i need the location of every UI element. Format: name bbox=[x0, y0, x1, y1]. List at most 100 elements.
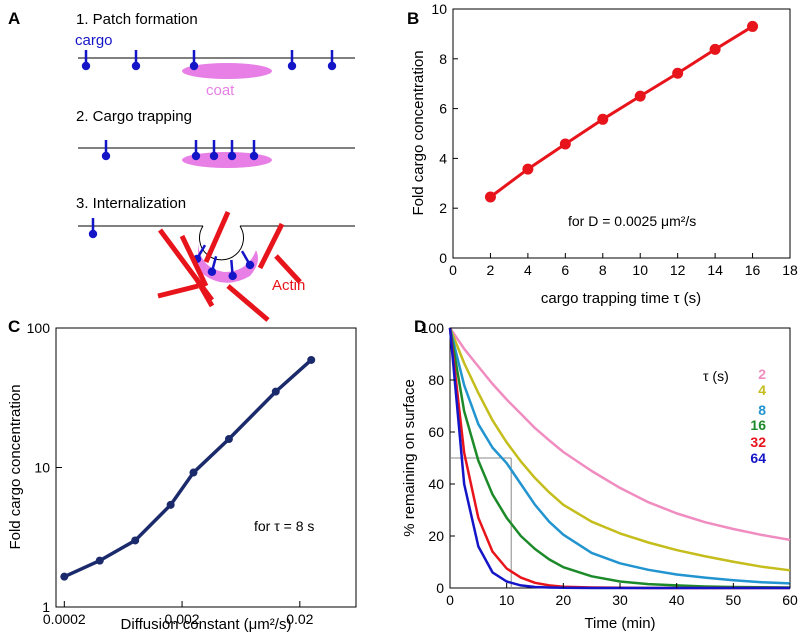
panel-c-frame bbox=[55, 327, 357, 608]
y-tick-label: 20 bbox=[428, 528, 444, 544]
cargo-molecule bbox=[287, 50, 297, 71]
cargo-head bbox=[249, 151, 259, 161]
x-tick-label: 60 bbox=[782, 592, 798, 608]
y-tick-label: 100 bbox=[27, 320, 51, 336]
data-point bbox=[166, 500, 175, 509]
data-point bbox=[522, 163, 534, 175]
cargo-molecule bbox=[327, 50, 337, 71]
x-tick-label: 12 bbox=[670, 262, 686, 278]
actin-filament bbox=[179, 234, 209, 288]
cargo-label: cargo bbox=[75, 32, 113, 49]
legend-entry: 16 bbox=[750, 417, 766, 433]
cargo-molecule bbox=[88, 218, 98, 239]
cargo-molecules bbox=[81, 50, 337, 281]
y-tick-label: 4 bbox=[439, 150, 447, 166]
panel-b-frame bbox=[452, 8, 791, 259]
panel-d-chart: D 0 10 20 30 40 50 60 0 20 40 60 80 100 Time (min) %… bbox=[401, 317, 798, 632]
y-tick-label: 10 bbox=[34, 460, 50, 476]
y-tick-label: 1 bbox=[42, 599, 50, 615]
cargo-molecule bbox=[207, 255, 218, 276]
cargo-molecule bbox=[191, 140, 201, 161]
panel-b-label: B bbox=[407, 9, 419, 28]
actin-filament bbox=[203, 210, 231, 264]
actin-filament bbox=[157, 283, 199, 299]
actin-filament bbox=[193, 276, 215, 308]
data-point bbox=[189, 468, 198, 477]
x-tick-label: 10 bbox=[499, 592, 515, 608]
x-tick-label: 20 bbox=[556, 592, 572, 608]
y-tick-label: 2 bbox=[439, 200, 447, 216]
x-tick-label: 0 bbox=[446, 592, 454, 608]
x-tick-label: 6 bbox=[561, 262, 569, 278]
cargo-head bbox=[191, 151, 201, 161]
data-point bbox=[271, 387, 280, 396]
series-line bbox=[448, 327, 791, 542]
series-line bbox=[448, 327, 791, 589]
x-tick-label: 0.002 bbox=[165, 611, 200, 627]
legend-entry: 64 bbox=[750, 450, 766, 466]
panel-b-series bbox=[484, 20, 759, 203]
cargo-head bbox=[245, 260, 255, 270]
x-tick-label: 0 bbox=[449, 262, 457, 278]
data-point bbox=[672, 67, 684, 79]
coat-patch-2 bbox=[182, 152, 272, 168]
legend-entry: 8 bbox=[758, 402, 766, 418]
cargo-head bbox=[189, 61, 199, 71]
panel-d-series bbox=[448, 327, 791, 590]
panel-b-annotation: for D = 0.0025 μm²/s bbox=[568, 213, 696, 229]
x-tick-label: 14 bbox=[707, 262, 723, 278]
panel-d-legend-title: τ (s) bbox=[703, 368, 729, 384]
data-point bbox=[224, 435, 233, 444]
cargo-head bbox=[81, 61, 91, 71]
cargo-head bbox=[209, 151, 219, 161]
x-tick-label: 18 bbox=[782, 262, 798, 278]
cargo-molecule bbox=[240, 250, 255, 270]
coat-patch-1 bbox=[182, 63, 272, 79]
panel-c-annotation: for τ = 8 s bbox=[254, 518, 314, 534]
panel-d-ylabel: % remaining on surface bbox=[401, 379, 418, 537]
x-tick-label: 0.0002 bbox=[43, 611, 86, 627]
legend-entry: 2 bbox=[758, 366, 766, 382]
panel-d-ticks: 0 10 20 30 40 50 60 0 20 40 60 80 100 bbox=[421, 320, 798, 608]
y-tick-label: 6 bbox=[439, 101, 447, 117]
cargo-stem bbox=[196, 244, 207, 258]
cargo-head bbox=[207, 267, 217, 276]
data-point bbox=[60, 572, 69, 581]
cargo-molecule bbox=[101, 140, 111, 161]
cargo-head bbox=[131, 61, 141, 71]
actin-filaments bbox=[157, 210, 302, 322]
panel-b-ticks: 0 2 4 6 8 10 12 14 16 18 0 2 4 6 8 10 bbox=[431, 1, 798, 278]
panel-c-label: C bbox=[8, 317, 20, 336]
panel-a-label: A bbox=[8, 9, 20, 28]
panel-d-label: D bbox=[414, 317, 426, 336]
x-tick-label: 40 bbox=[669, 592, 685, 608]
legend-entry: 32 bbox=[750, 434, 766, 450]
data-point bbox=[559, 138, 571, 150]
actin-filament bbox=[257, 222, 285, 270]
panel-c-ylabel: Fold cargo concentration bbox=[7, 384, 24, 549]
step3-label: 3. Internalization bbox=[76, 195, 186, 212]
cargo-molecule bbox=[209, 140, 219, 161]
cargo-molecule bbox=[249, 140, 259, 161]
series-line bbox=[63, 358, 313, 579]
panel-c-chart: C 0.0002 0.002 0.02 1 10 100 Diffusion consta… bbox=[7, 317, 357, 633]
panel-b-xlabel: cargo trapping time τ (s) bbox=[541, 290, 701, 307]
vesicle-invagination bbox=[199, 225, 244, 261]
panel-b-ylabel: Fold cargo concentration bbox=[410, 50, 427, 215]
panel-d-xlabel: Time (min) bbox=[584, 615, 655, 632]
data-point bbox=[95, 556, 104, 565]
actin-filament bbox=[226, 284, 270, 322]
panel-c-series bbox=[60, 355, 316, 581]
cargo-molecule bbox=[131, 50, 141, 71]
x-tick-label: 2 bbox=[487, 262, 495, 278]
cargo-stem bbox=[230, 259, 234, 275]
data-point bbox=[709, 43, 721, 55]
coat-label: coat bbox=[206, 82, 235, 99]
cargo-head bbox=[227, 151, 237, 161]
data-point bbox=[747, 20, 759, 32]
x-tick-label: 50 bbox=[726, 592, 742, 608]
data-point bbox=[131, 536, 140, 545]
cargo-head bbox=[327, 61, 337, 71]
